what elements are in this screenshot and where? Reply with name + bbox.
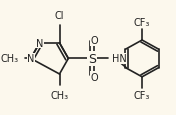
- Text: N: N: [36, 39, 43, 48]
- Text: O: O: [90, 36, 98, 46]
- Text: CH₃: CH₃: [1, 54, 19, 64]
- Text: HN: HN: [112, 54, 127, 64]
- Text: CH₃: CH₃: [51, 90, 69, 100]
- Text: CF₃: CF₃: [134, 91, 150, 100]
- Text: O: O: [90, 72, 98, 82]
- Text: S: S: [88, 52, 96, 65]
- Text: CF₃: CF₃: [134, 17, 150, 27]
- Text: Cl: Cl: [55, 11, 64, 21]
- Text: N: N: [27, 54, 34, 64]
